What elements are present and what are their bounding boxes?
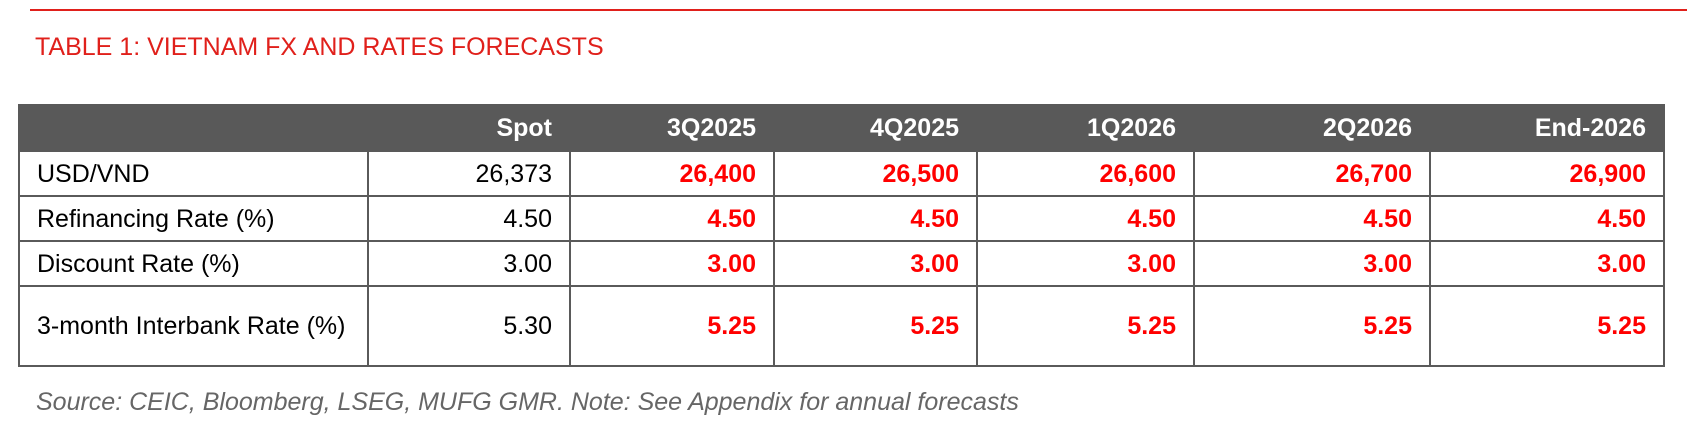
table-cell: 4.50 bbox=[773, 195, 978, 242]
table-row: Discount Rate (%) 3.00 3.00 3.00 3.00 3.00 3.0… bbox=[18, 240, 1665, 287]
column-header: 4Q2025 bbox=[773, 104, 978, 152]
table-cell: 5.25 bbox=[569, 285, 775, 367]
table-cell: 26,700 bbox=[1193, 150, 1431, 197]
table-cell: 26,600 bbox=[976, 150, 1195, 197]
table-cell: 4.50 bbox=[569, 195, 775, 242]
column-header: 3Q2025 bbox=[569, 104, 775, 152]
table-cell: 26,900 bbox=[1429, 150, 1665, 197]
table-cell: 3.00 bbox=[1429, 240, 1665, 287]
table-cell: 26,500 bbox=[773, 150, 978, 197]
row-label: USD/VND bbox=[18, 150, 369, 197]
column-header: 2Q2026 bbox=[1193, 104, 1431, 152]
table-cell: 5.25 bbox=[976, 285, 1195, 367]
column-header bbox=[18, 104, 369, 152]
table-cell: 5.25 bbox=[1193, 285, 1431, 367]
row-label: Discount Rate (%) bbox=[18, 240, 369, 287]
table-cell: 4.50 bbox=[1429, 195, 1665, 242]
row-label: 3-month Interbank Rate (%) bbox=[18, 285, 369, 367]
table-cell: 3.00 bbox=[773, 240, 978, 287]
header-row: Spot 3Q2025 4Q2025 1Q2026 2Q2026 End-2026 bbox=[18, 104, 1665, 152]
table-row: 3-month Interbank Rate (%) 5.30 5.25 5.25 5.… bbox=[18, 285, 1665, 367]
table-title: TABLE 1: VIETNAM FX AND RATES FORECASTS bbox=[35, 33, 604, 61]
source-note: Source: CEIC, Bloomberg, LSEG, MUFG GMR.… bbox=[36, 388, 1019, 416]
table-cell: 3.00 bbox=[569, 240, 775, 287]
table-cell: 4.50 bbox=[976, 195, 1195, 242]
table-cell: 3.00 bbox=[367, 240, 571, 287]
table-row: USD/VND 26,373 26,400 26,500 26,600 26,700 26,… bbox=[18, 150, 1665, 197]
table-cell: 5.30 bbox=[367, 285, 571, 367]
table-cell: 5.25 bbox=[1429, 285, 1665, 367]
table-cell: 3.00 bbox=[1193, 240, 1431, 287]
forecast-table: Spot 3Q2025 4Q2025 1Q2026 2Q2026 End-2026 USD… bbox=[18, 104, 1665, 367]
row-label: Refinancing Rate (%) bbox=[18, 195, 369, 242]
column-header: 1Q2026 bbox=[976, 104, 1195, 152]
table-cell: 5.25 bbox=[773, 285, 978, 367]
table-cell: 4.50 bbox=[1193, 195, 1431, 242]
table-cell: 26,400 bbox=[569, 150, 775, 197]
column-header: Spot bbox=[367, 104, 571, 152]
table-cell: 26,373 bbox=[367, 150, 571, 197]
column-header: End-2026 bbox=[1429, 104, 1665, 152]
table-row: Refinancing Rate (%) 4.50 4.50 4.50 4.50 4.50… bbox=[18, 195, 1665, 242]
top-rule bbox=[30, 9, 1687, 11]
table-cell: 4.50 bbox=[367, 195, 571, 242]
table-cell: 3.00 bbox=[976, 240, 1195, 287]
